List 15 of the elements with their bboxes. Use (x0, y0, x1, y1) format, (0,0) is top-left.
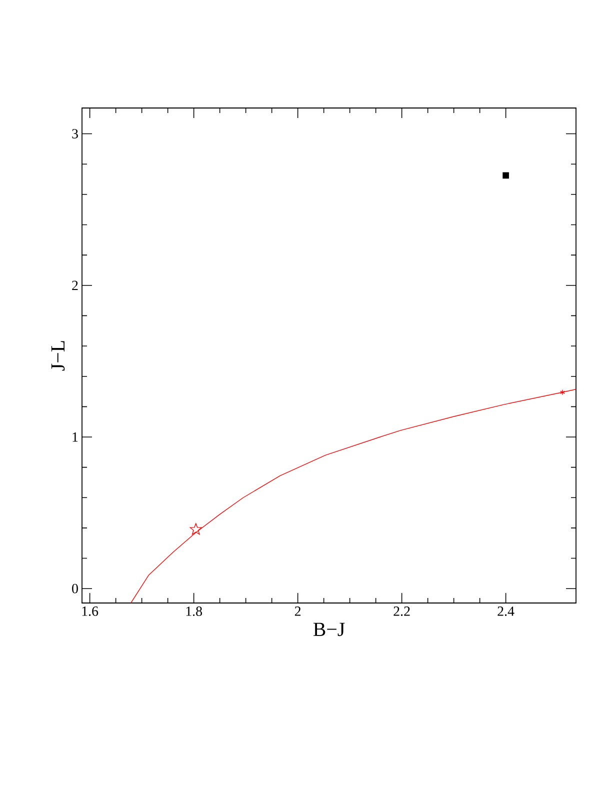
y-tick-label: 1 (72, 432, 78, 442)
y-tick-label: 2 (72, 280, 78, 290)
x-tick-label: 2.4 (498, 606, 514, 616)
y-tick-label: 3 (72, 129, 78, 138)
x-tick-label: 2 (294, 606, 301, 616)
x-tick-label: 1.6 (82, 606, 98, 616)
point (502, 172, 509, 179)
line-series (130, 388, 576, 603)
point (560, 389, 565, 396)
x-tick-label: 2.2 (394, 606, 410, 616)
y-tick-label: 0 (72, 584, 78, 594)
x-axis-title: B−J (313, 622, 345, 636)
x-tick-label: 1.8 (186, 606, 202, 616)
point (190, 523, 202, 535)
y-axis-title: J−L (51, 341, 65, 371)
